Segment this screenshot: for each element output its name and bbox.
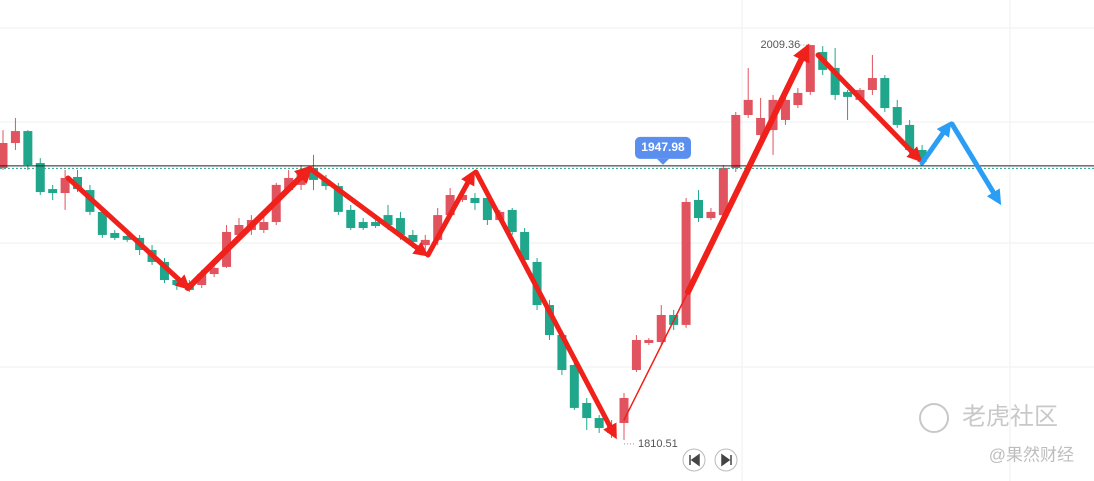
candle-body [706, 211, 716, 219]
trend-arrow [185, 164, 314, 291]
candle-body [284, 177, 294, 191]
candle-body [867, 78, 877, 90]
candle-body [234, 225, 244, 235]
candle-body [805, 45, 815, 92]
candle-body [694, 199, 704, 219]
trend-arrow [685, 43, 810, 295]
candle-body [383, 215, 393, 226]
candle-body [60, 177, 70, 194]
candle-body [520, 231, 530, 260]
watermark-logo [919, 403, 949, 433]
candle-body [35, 163, 45, 193]
candle-body [97, 211, 107, 235]
candle-body [0, 142, 8, 169]
trend-arrow [309, 167, 429, 257]
candle-body [23, 131, 33, 166]
candle-body [358, 222, 368, 228]
candle-body [48, 189, 58, 194]
low-label: 1810.51 [638, 438, 678, 450]
candle-body [110, 232, 120, 238]
candle-body [892, 107, 902, 125]
candle-body [594, 418, 604, 428]
candle-body [122, 235, 132, 240]
candle-body [681, 201, 691, 325]
candles [0, 44, 927, 440]
candle-body [830, 67, 840, 95]
candle-body [905, 124, 915, 150]
candle-body [843, 91, 853, 97]
watermark-author: @果然财经 [989, 445, 1074, 464]
candle-body [793, 92, 803, 106]
high-label: 2009.36 [761, 39, 801, 51]
candle-body [433, 215, 443, 240]
watermark-brand: 老虎社区 [962, 403, 1058, 430]
candle-body [718, 168, 728, 216]
candle-body [458, 195, 468, 200]
candle-body [507, 209, 517, 232]
next-icon [721, 453, 732, 467]
trend-arrows [65, 43, 1002, 440]
trend-arrow [473, 169, 617, 440]
prev-icon [689, 453, 700, 467]
candle-body [544, 305, 554, 336]
candle-body [333, 186, 343, 212]
trend-arrow [815, 52, 923, 163]
candle-body [756, 117, 766, 136]
candle-body [259, 222, 269, 230]
candle-body [395, 218, 405, 235]
forecast-arrow [949, 121, 1002, 206]
candle-body [159, 261, 169, 281]
candle-body [209, 267, 219, 275]
candle-body [470, 198, 480, 203]
candle-body [644, 339, 654, 343]
candle-body [656, 314, 666, 342]
candle-body [582, 402, 592, 419]
candle-body [420, 239, 430, 246]
trend-arrow [65, 175, 191, 291]
price-badge [635, 136, 691, 159]
watermark: 老虎社区 @果然财经 [919, 403, 1074, 464]
candle-body [371, 222, 381, 227]
trend-line [623, 291, 689, 421]
candle-body [346, 209, 356, 228]
candle-body [731, 114, 741, 169]
candle-body [482, 198, 492, 221]
candle-body [880, 78, 890, 109]
candle-body [780, 99, 790, 120]
candle-body [10, 131, 20, 143]
price-badge-pointer [657, 158, 669, 165]
candle-body [569, 365, 579, 408]
last-price-label: 1947.98 [641, 140, 685, 154]
candle-body [445, 195, 455, 216]
candle-body [557, 335, 567, 370]
nav-buttons[interactable] [682, 448, 738, 472]
candle-body [408, 234, 418, 242]
candle-body [631, 339, 641, 370]
forecast-arrow [919, 121, 952, 166]
trend-arrow [425, 169, 475, 258]
candle-body [743, 99, 753, 115]
candle-body [619, 397, 629, 424]
candle-body [197, 274, 207, 285]
candle-body [73, 176, 83, 190]
